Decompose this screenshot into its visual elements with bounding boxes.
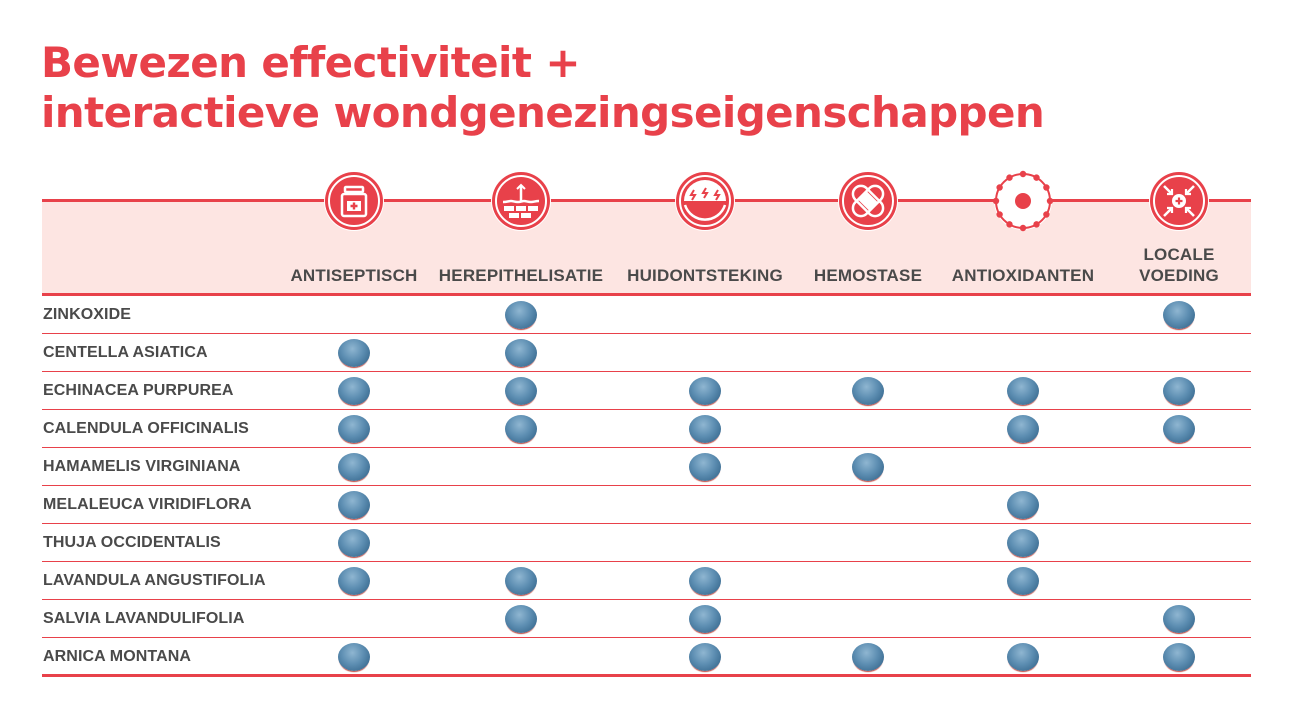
check-dot [1163, 415, 1195, 443]
column-header: HEMOSTASE [813, 266, 923, 285]
medicine-bottle-icon [323, 170, 385, 232]
check-dot [1007, 529, 1039, 557]
check-dot [689, 605, 721, 633]
check-dot [505, 301, 537, 329]
row-label: MELALEUCA VIRIDIFLORA [43, 495, 252, 513]
table-row: CALENDULA OFFICINALIS [42, 410, 1251, 448]
header-top-divider [42, 199, 1251, 202]
check-dot [1007, 415, 1039, 443]
check-dot [689, 453, 721, 481]
row-divider [42, 485, 1251, 486]
row-divider [42, 637, 1251, 638]
row-label: THUJA OCCIDENTALIS [43, 533, 221, 551]
row-label: CALENDULA OFFICINALIS [43, 419, 249, 437]
check-dot [1163, 643, 1195, 671]
check-dot [852, 377, 884, 405]
check-dot [505, 339, 537, 367]
check-dot [505, 377, 537, 405]
check-dot [689, 567, 721, 595]
column-header: HEREPITHELISATIE [438, 266, 604, 285]
antioxidant-cell-icon [992, 170, 1054, 232]
local-nutrition-icon [1148, 170, 1210, 232]
table-row: MELALEUCA VIRIDIFLORA [42, 486, 1251, 524]
row-divider [42, 409, 1251, 410]
table-row: ZINKOXIDE [42, 296, 1251, 334]
column-header: HUIDONTSTEKING [627, 266, 783, 285]
column-header: ANTISEPTISCH [290, 266, 418, 285]
header-bottom-divider [42, 293, 1251, 296]
row-label: HAMAMELIS VIRGINIANA [43, 457, 241, 475]
row-label: ARNICA MONTANA [43, 647, 192, 665]
row-label: CENTELLA ASIATICA [43, 343, 208, 361]
check-dot [505, 605, 537, 633]
column-header: LOCALE VOEDING [1139, 245, 1219, 285]
table-row: HAMAMELIS VIRGINIANA [42, 448, 1251, 486]
column-header: ANTIOXIDANTEN [951, 266, 1095, 285]
check-dot [338, 339, 370, 367]
check-dot [1007, 377, 1039, 405]
check-dot [505, 567, 537, 595]
skin-layers-icon [490, 170, 552, 232]
table-row: THUJA OCCIDENTALIS [42, 524, 1251, 562]
check-dot [852, 643, 884, 671]
check-dot [338, 377, 370, 405]
check-dot [338, 453, 370, 481]
bandage-icon [837, 170, 899, 232]
title-line-2: interactieve wondgenezingseigenschappen [41, 88, 1045, 137]
row-label: ECHINACEA PURPUREA [43, 381, 234, 399]
page-title: Bewezen effectiviteit + interactieve won… [41, 38, 1045, 138]
row-label: ZINKOXIDE [43, 305, 132, 323]
table-row: CENTELLA ASIATICA [42, 334, 1251, 372]
row-divider [42, 333, 1251, 334]
row-label: LAVANDULA ANGUSTIFOLIA [43, 571, 266, 589]
check-dot [338, 529, 370, 557]
check-dot [1007, 643, 1039, 671]
check-dot [1007, 567, 1039, 595]
check-dot [689, 643, 721, 671]
check-dot [689, 415, 721, 443]
check-dot [338, 415, 370, 443]
check-dot [1163, 605, 1195, 633]
row-divider [42, 371, 1251, 372]
check-dot [338, 643, 370, 671]
row-divider [42, 599, 1251, 600]
check-dot [338, 491, 370, 519]
table-row: ECHINACEA PURPUREA [42, 372, 1251, 410]
row-label: SALVIA LAVANDULIFOLIA [43, 609, 245, 627]
table-row: LAVANDULA ANGUSTIFOLIA [42, 562, 1251, 600]
check-dot [1163, 301, 1195, 329]
row-divider [42, 561, 1251, 562]
table-row: ARNICA MONTANA [42, 638, 1251, 677]
title-line-1: Bewezen effectiviteit + [41, 38, 581, 87]
check-dot [338, 567, 370, 595]
check-dot [852, 453, 884, 481]
table-row: SALVIA LAVANDULIFOLIA [42, 600, 1251, 638]
table-header-band [42, 201, 1251, 294]
skin-inflammation-icon [674, 170, 736, 232]
check-dot [1163, 377, 1195, 405]
check-dot [689, 377, 721, 405]
row-divider [42, 674, 1251, 677]
row-divider [42, 447, 1251, 448]
row-divider [42, 523, 1251, 524]
check-dot [1007, 491, 1039, 519]
check-dot [505, 415, 537, 443]
